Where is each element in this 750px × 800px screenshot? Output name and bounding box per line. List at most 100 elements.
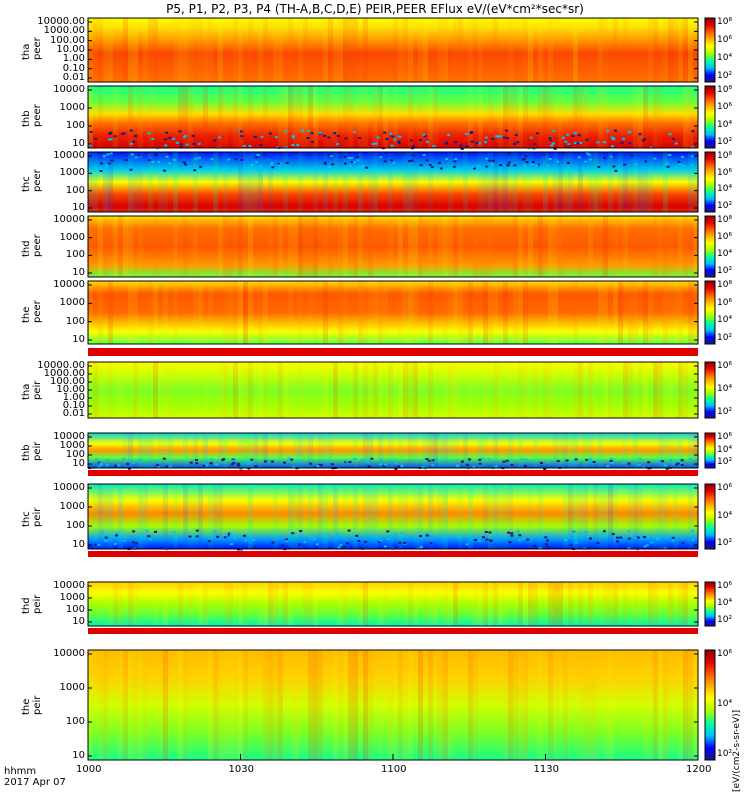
spectrogram-column [258, 433, 263, 468]
y-tick-label: 10 [72, 267, 85, 278]
noise-speck [330, 463, 334, 466]
noise-speck [410, 159, 414, 162]
noise-speck [210, 458, 214, 461]
spectrogram-column [578, 86, 583, 148]
y-tick-label: 0.10 [62, 400, 85, 411]
noise-speck [264, 460, 267, 463]
noise-speck [635, 533, 639, 536]
spectrogram-column [483, 484, 488, 549]
noise-speck [248, 145, 252, 147]
spectrogram-column [448, 152, 453, 212]
noise-speck [350, 156, 354, 159]
spectrogram-column [238, 281, 243, 344]
spectrogram-column [128, 216, 133, 277]
noise-speck [507, 531, 511, 534]
spectrogram-column [548, 582, 553, 626]
spectrogram-column [563, 152, 568, 212]
spectrogram-column [153, 216, 158, 277]
noise-speck [494, 465, 498, 468]
noise-speck [209, 462, 213, 465]
spectrogram-column [93, 362, 98, 418]
noise-speck [367, 465, 371, 468]
noise-speck [183, 136, 186, 139]
spectrogram-column [163, 152, 168, 212]
noise-speck [606, 465, 610, 468]
spectrogram-column [558, 582, 563, 626]
noise-speck [571, 531, 575, 534]
spectrogram-column [643, 152, 648, 212]
spectrogram-column [258, 18, 263, 82]
spectrogram-column [213, 650, 218, 760]
noise-speck [227, 532, 231, 535]
noise-speck [596, 141, 600, 144]
noise-speck [240, 158, 244, 161]
spectrogram-column [273, 650, 278, 760]
colorbar-unit-label: [eV/(cm2-s-sr-eV)] [732, 709, 742, 792]
noise-speck [520, 458, 524, 461]
spectrogram-background [88, 18, 698, 82]
panel-frame [87, 483, 699, 550]
noise-speck [111, 533, 115, 536]
spectrogram-column [578, 362, 583, 418]
noise-speck [239, 467, 243, 470]
spectrogram-column [383, 86, 388, 148]
spectrogram-column [548, 362, 553, 418]
noise-speck [202, 464, 206, 467]
y-tick-label: 100 [65, 120, 85, 131]
noise-speck [546, 545, 550, 548]
spectrogram-column [193, 362, 198, 418]
spectrogram-column [468, 650, 473, 760]
spectrogram-column [608, 362, 613, 418]
noise-speck [516, 141, 520, 144]
spectrogram-column [103, 18, 108, 82]
spectrogram-column [493, 433, 498, 468]
spectrogram-column [508, 362, 513, 418]
spectrogram-column [618, 152, 623, 212]
colorbar-tick-label: 10⁶ [717, 649, 733, 659]
noise-speck [549, 139, 553, 142]
noise-speck [254, 465, 258, 468]
spectrogram-column [133, 18, 138, 82]
panel-frame [87, 151, 699, 213]
noise-speck [655, 536, 659, 539]
noise-speck [529, 461, 533, 463]
noise-speck [255, 156, 259, 159]
spectrogram-column [623, 216, 628, 277]
spectrogram-column [633, 86, 638, 148]
noise-speck [379, 463, 383, 466]
spectrogram-column [378, 281, 383, 344]
noise-speck [540, 462, 543, 464]
spectrogram-column [683, 216, 688, 277]
spectrogram-column [148, 18, 153, 82]
spectrogram-column [583, 650, 588, 760]
noise-speck [191, 134, 195, 137]
noise-speck [327, 154, 331, 157]
noise-speck [447, 134, 451, 136]
spectrogram-column [208, 18, 213, 82]
spectrogram-column [358, 281, 363, 344]
spectrogram-column [238, 650, 243, 760]
noise-speck [389, 132, 393, 135]
noise-speck [216, 463, 219, 466]
colorbar-tick-label: 10² [717, 201, 733, 211]
noise-speck [360, 458, 364, 461]
noise-speck [668, 133, 672, 136]
noise-speck [224, 534, 228, 537]
noise-speck [400, 531, 404, 534]
noise-speck [394, 462, 398, 465]
noise-speck [556, 460, 560, 463]
spectrogram-column [288, 582, 293, 626]
y-tick-label: 1000 [59, 297, 85, 309]
noise-speck [237, 464, 241, 467]
noise-speck [234, 536, 238, 539]
noise-speck [394, 468, 398, 470]
noise-speck [380, 458, 383, 461]
spectrogram-column [488, 152, 493, 212]
spectrogram-column [273, 484, 278, 549]
spectrogram-column [508, 18, 513, 82]
noise-speck [429, 542, 433, 545]
noise-speck [425, 159, 429, 162]
noise-speck [172, 158, 176, 161]
noise-speck [680, 459, 684, 462]
